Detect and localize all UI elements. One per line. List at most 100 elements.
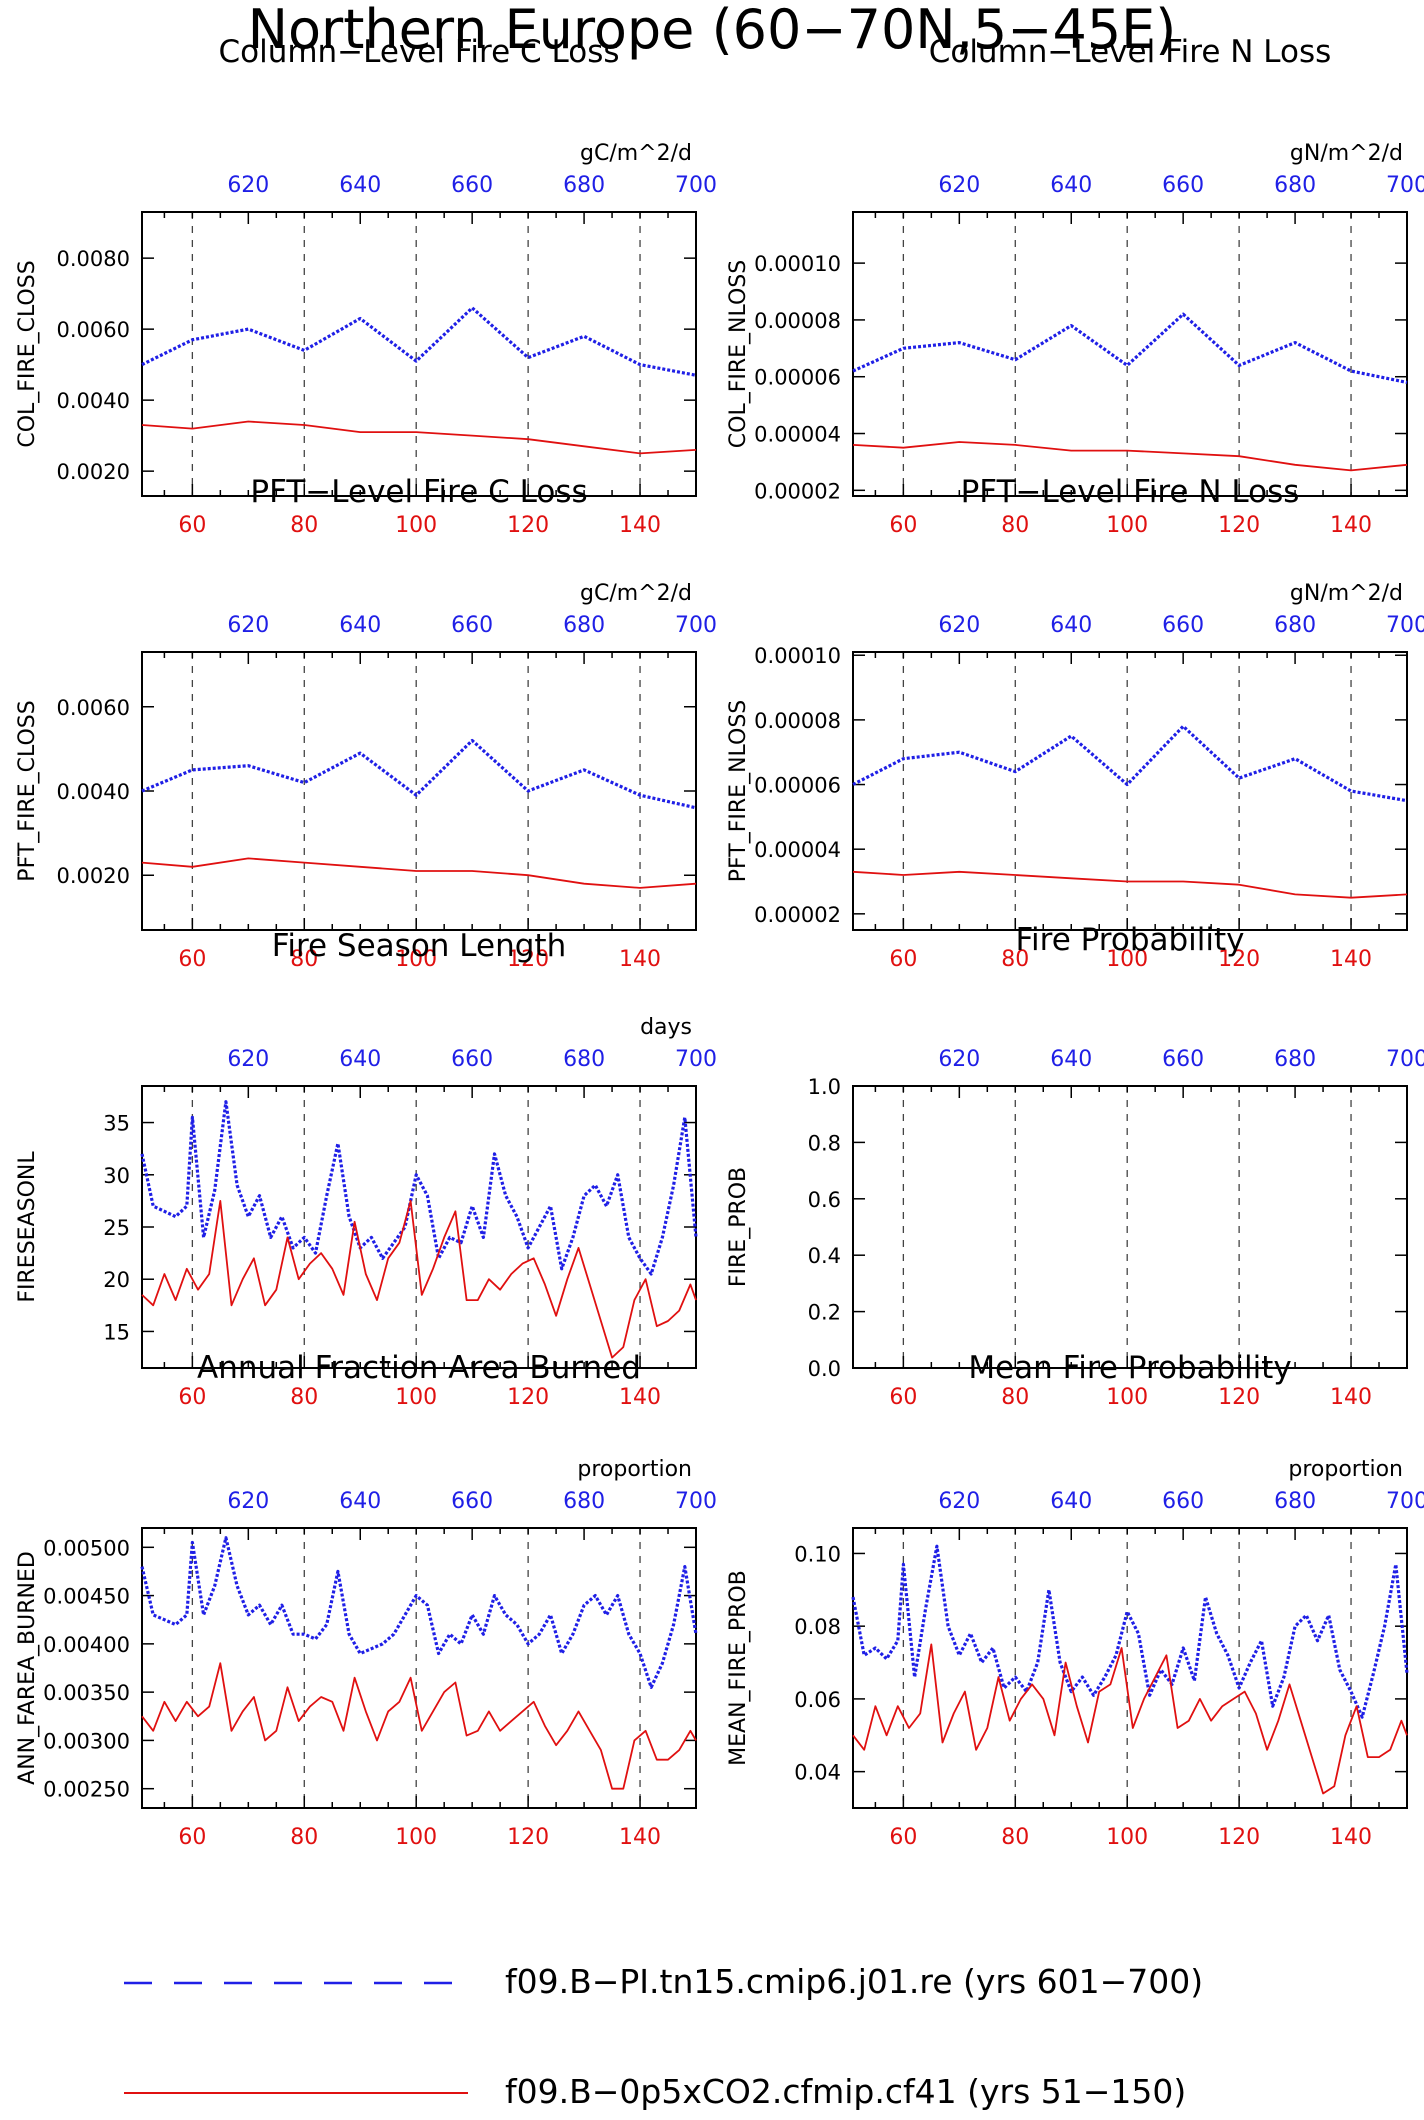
y-tick-label: 0.08 <box>794 1615 841 1639</box>
chart-panel: Column−Level Fire C Loss gC/m^2/d 60 80 100 1… <box>15 34 717 538</box>
series-line-pi <box>141 306 697 377</box>
axis-units-label: days <box>640 1015 692 1040</box>
x-tick-label: 80 <box>290 1825 318 1850</box>
y-tick-label: 0.00006 <box>754 366 841 390</box>
y-tick-label: 35 <box>103 1112 130 1136</box>
y-axis-label: PFT_FIRE_NLOSS <box>726 700 751 882</box>
y-tick-label: 0.0060 <box>57 318 130 342</box>
y-tick-label: 0.10 <box>794 1542 841 1566</box>
x-tick-top-label: 680 <box>1274 1489 1316 1514</box>
y-tick-label: 0.00008 <box>754 709 841 733</box>
y-tick-label: 0.00004 <box>754 838 841 862</box>
chart-panel: PFT−Level Fire N Loss gN/m^2/d 60 80 100 120 1… <box>726 474 1424 972</box>
y-tick-label: 0.00400 <box>43 1633 130 1657</box>
x-tick-label: 140 <box>1330 1825 1372 1850</box>
y-tick-label: 0.0020 <box>57 864 130 888</box>
x-tick-top-label: 620 <box>227 613 269 638</box>
x-tick-top-label: 660 <box>451 1047 493 1072</box>
x-tick-top-label: 640 <box>339 173 381 198</box>
chart-title: PFT−Level Fire N Loss <box>961 474 1300 510</box>
x-tick-label: 120 <box>507 947 549 972</box>
x-tick-top-label: 620 <box>227 173 269 198</box>
legend: f09.B−PI.tn15.cmip6.j01.re (yrs 601−700)… <box>124 1962 1203 2111</box>
y-tick-label: 20 <box>103 1268 130 1292</box>
x-tick-top-label: 640 <box>339 1489 381 1514</box>
chart-title: Column−Level Fire C Loss <box>218 34 619 70</box>
y-tick-label: 30 <box>103 1164 130 1188</box>
series-line-co2 <box>141 1200 697 1359</box>
x-tick-label: 100 <box>395 513 437 538</box>
x-tick-top-label: 700 <box>1386 173 1424 198</box>
y-axis-label: MEAN_FIRE_PROB <box>726 1570 751 1766</box>
x-tick-top-label: 620 <box>938 1489 980 1514</box>
plot-frame <box>852 651 1408 931</box>
chart-title: Column−Level Fire N Loss <box>929 34 1332 70</box>
y-tick-label: 0.00002 <box>754 479 841 503</box>
x-tick-label: 80 <box>1001 513 1029 538</box>
series-line-co2 <box>852 870 1408 899</box>
x-tick-label: 100 <box>1106 947 1148 972</box>
series-line-pi <box>141 738 697 810</box>
x-tick-label: 120 <box>1218 947 1260 972</box>
series-line-pi <box>140 1536 698 1689</box>
y-tick-label: 0.0080 <box>57 247 130 271</box>
plot-frame <box>141 1085 697 1369</box>
chart-panel: Annual Fraction Area Burned proportion 60 8… <box>15 1350 717 1850</box>
plot-frame <box>141 211 697 497</box>
y-tick-label: 0.00300 <box>43 1729 130 1753</box>
x-tick-label: 80 <box>290 513 318 538</box>
y-tick-label: 0.00006 <box>754 774 841 798</box>
y-tick-label: 0.0040 <box>57 780 130 804</box>
x-tick-label: 100 <box>395 1825 437 1850</box>
x-tick-top-label: 700 <box>675 173 717 198</box>
plot-frame <box>852 211 1408 497</box>
chart-title: Fire Probability <box>1015 922 1244 958</box>
axis-units-label: gN/m^2/d <box>1290 581 1403 606</box>
axis-units-label: proportion <box>577 1457 692 1482</box>
x-tick-label: 140 <box>619 1825 661 1850</box>
x-tick-label: 60 <box>178 1385 206 1410</box>
plot-frame <box>141 1527 697 1809</box>
x-tick-top-label: 660 <box>451 173 493 198</box>
x-tick-top-label: 660 <box>1162 1047 1204 1072</box>
y-axis-label: ANN_FAREA_BURNED <box>15 1551 40 1785</box>
x-tick-label: 60 <box>178 1825 206 1850</box>
x-tick-label: 60 <box>889 1825 917 1850</box>
x-tick-top-label: 640 <box>339 1047 381 1072</box>
x-tick-top-label: 680 <box>563 1489 605 1514</box>
y-axis-label: COL_FIRE_NLOSS <box>726 260 751 448</box>
x-tick-label: 140 <box>619 513 661 538</box>
x-tick-label: 120 <box>1218 1385 1260 1410</box>
y-tick-label: 0.0 <box>808 1357 841 1381</box>
x-tick-top-label: 680 <box>1274 1047 1316 1072</box>
x-tick-top-label: 700 <box>1386 1047 1424 1072</box>
x-tick-top-label: 700 <box>1386 1489 1424 1514</box>
x-tick-label: 120 <box>1218 1825 1260 1850</box>
x-tick-top-label: 680 <box>1274 613 1316 638</box>
x-tick-label: 60 <box>889 513 917 538</box>
plot-frame <box>852 1085 1408 1369</box>
series-line-pi <box>852 724 1408 803</box>
x-tick-top-label: 680 <box>563 613 605 638</box>
x-tick-top-label: 660 <box>451 613 493 638</box>
x-tick-top-label: 640 <box>1050 1489 1092 1514</box>
x-tick-top-label: 700 <box>675 613 717 638</box>
series-line-pi <box>140 1100 698 1276</box>
x-tick-top-label: 620 <box>938 613 980 638</box>
x-tick-top-label: 640 <box>1050 1047 1092 1072</box>
x-tick-top-label: 620 <box>227 1489 269 1514</box>
x-tick-label: 140 <box>1330 1385 1372 1410</box>
y-axis-label: FIRE_PROB <box>726 1167 751 1287</box>
chart-title: Fire Season Length <box>272 928 566 964</box>
chart-title: Mean Fire Probability <box>968 1350 1291 1386</box>
x-tick-label: 120 <box>507 1385 549 1410</box>
x-tick-label: 80 <box>290 1385 318 1410</box>
series-line-pi <box>851 1544 1409 1719</box>
x-tick-label: 100 <box>1106 513 1148 538</box>
series-line-co2 <box>141 1662 697 1790</box>
y-tick-label: 0.00350 <box>43 1681 130 1705</box>
series-line-co2 <box>141 420 697 455</box>
x-tick-label: 80 <box>290 947 318 972</box>
x-tick-label: 80 <box>1001 1385 1029 1410</box>
x-tick-label: 80 <box>1001 947 1029 972</box>
